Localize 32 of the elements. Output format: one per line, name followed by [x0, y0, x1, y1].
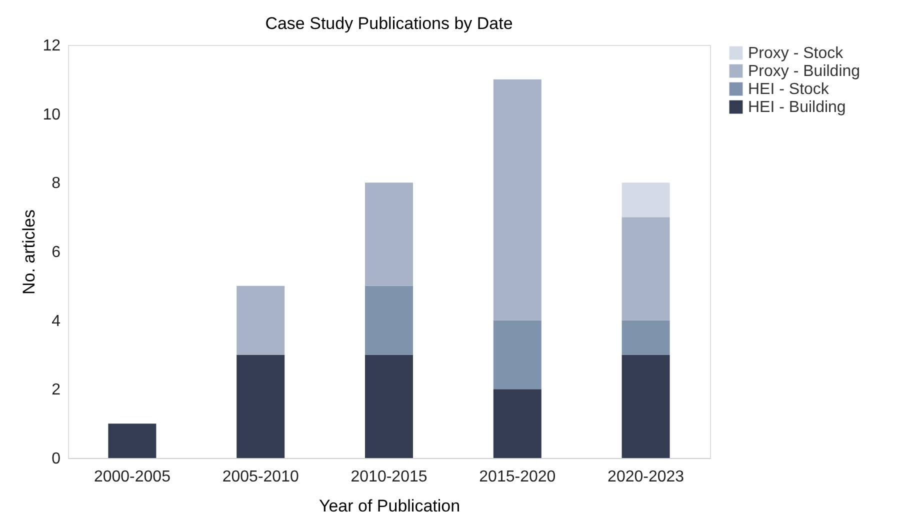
x-tick-label: 2010-2015 [350, 468, 428, 486]
y-tick-label: 8 [52, 175, 61, 192]
bar [365, 286, 413, 355]
bar [622, 182, 670, 218]
bar [622, 320, 670, 355]
bar [365, 354, 413, 458]
bar [622, 217, 670, 320]
legend-label: Proxy - Stock [748, 45, 844, 62]
bar [622, 354, 670, 458]
bar [365, 182, 413, 286]
bar [108, 424, 156, 458]
y-tick-label: 10 [42, 106, 61, 124]
bar [236, 286, 285, 355]
y-axis-title: No. articles [20, 209, 39, 295]
bar [493, 389, 542, 458]
legend-label: Proxy - Building [748, 63, 860, 80]
x-tick-label: 2000-2005 [94, 468, 171, 486]
legend-label: HEI - Stock [748, 81, 830, 98]
legend-label: HEI - Building [748, 99, 846, 116]
y-tick-label: 0 [52, 450, 61, 468]
y-tick-label: 2 [52, 382, 61, 399]
y-tick-label: 4 [52, 312, 61, 330]
bar [236, 354, 285, 458]
x-tick-label: 2015-2020 [479, 468, 556, 486]
chart-title: Case Study Publications by Date [265, 14, 513, 33]
y-tick-label: 12 [42, 38, 61, 54]
x-tick-label: 2020-2023 [608, 468, 684, 486]
y-tick-label: 6 [52, 244, 61, 261]
x-axis-title: Year of Publication [318, 496, 460, 516]
x-tick-label: 2005-2010 [222, 468, 299, 486]
bar [493, 320, 542, 390]
bar [493, 79, 542, 320]
